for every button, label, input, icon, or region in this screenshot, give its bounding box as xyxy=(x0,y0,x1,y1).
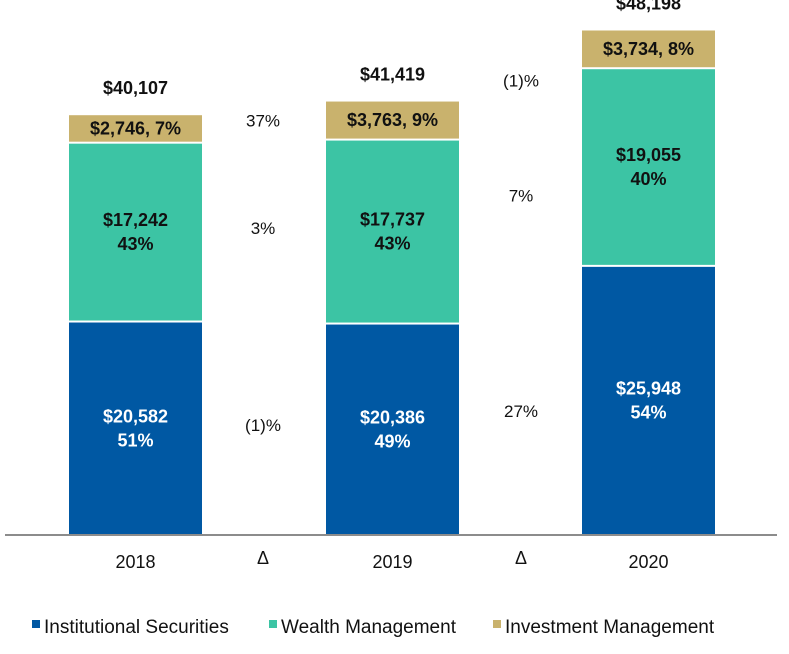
bar-institutional-securities-2020 xyxy=(582,266,715,535)
total-label: $40,107 xyxy=(103,78,168,98)
bar-investment-management-2020 xyxy=(582,30,715,68)
bar-investment-management-2018 xyxy=(69,115,202,142)
delta-label: 27% xyxy=(504,402,538,421)
data-label: $2,746, 7% xyxy=(90,118,181,138)
data-label: $19,055 40% xyxy=(616,145,681,189)
data-label: $17,737 43% xyxy=(360,210,425,254)
delta-label: 7% xyxy=(509,186,534,205)
legend-swatch xyxy=(32,620,40,628)
total-label: $41,419 xyxy=(360,65,425,85)
x-tick-label: 2018 xyxy=(115,552,155,572)
bar-institutional-securities-2019 xyxy=(326,324,459,535)
data-label: $3,763, 9% xyxy=(347,110,438,130)
data-label: $3,734, 8% xyxy=(603,39,694,59)
legend-swatch xyxy=(493,620,501,628)
total-label: $48,198 xyxy=(616,0,681,13)
x-tick-label: 2020 xyxy=(628,552,668,572)
data-label: $20,582 51% xyxy=(103,406,168,450)
delta-label: 37% xyxy=(246,111,280,130)
legend-entry: Wealth Management xyxy=(281,617,457,638)
bar-wealth-management-2019 xyxy=(326,140,459,323)
legend-entry: Investment Management xyxy=(505,617,715,638)
delta-symbol: Δ xyxy=(257,548,269,568)
delta-label: 3% xyxy=(251,219,276,238)
bar-wealth-management-2018 xyxy=(69,143,202,321)
legend-entry: Institutional Securities xyxy=(44,617,229,638)
legend-swatch xyxy=(269,620,277,628)
x-tick-label: 2019 xyxy=(372,552,412,572)
data-label: $25,948 54% xyxy=(616,378,681,422)
data-label: $20,386 49% xyxy=(360,407,425,451)
delta-label: (1)% xyxy=(503,71,539,90)
delta-label: (1)% xyxy=(245,416,281,435)
delta-symbol: Δ xyxy=(515,548,527,568)
bar-investment-management-2019 xyxy=(326,101,459,139)
bar-institutional-securities-2018 xyxy=(69,322,202,535)
bar-wealth-management-2020 xyxy=(582,69,715,265)
data-label: $17,242 43% xyxy=(103,210,168,254)
